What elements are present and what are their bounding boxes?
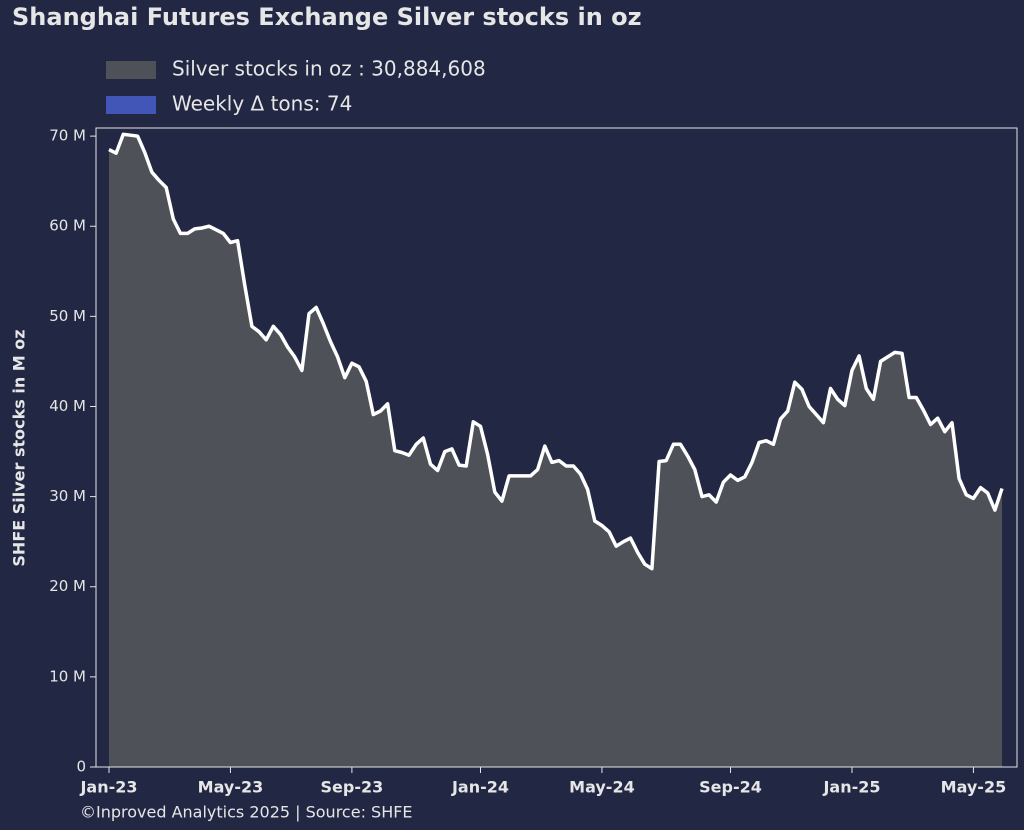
- chart-title: Shanghai Futures Exchange Silver stocks …: [12, 3, 642, 31]
- y-tick-label: 50 M: [49, 307, 86, 325]
- x-tick-label: Jan-25: [822, 778, 880, 797]
- footer: ©Inproved Analytics 2025 | Source: SHFE: [80, 803, 413, 822]
- x-tick-label: Jan-24: [451, 778, 509, 797]
- legend-label: Silver stocks in oz : 30,884,608: [172, 57, 486, 81]
- y-tick-label: 60 M: [49, 217, 86, 235]
- legend-swatch: [106, 96, 156, 114]
- legend-label: Weekly Δ tons: 74: [172, 92, 352, 116]
- y-tick-label: 10 M: [49, 667, 86, 685]
- y-tick-label: 30 M: [49, 487, 86, 505]
- legend-swatch: [106, 61, 156, 79]
- line: [108, 132, 1004, 571]
- area: [109, 134, 1002, 768]
- y-tick-label: 70 M: [49, 127, 86, 145]
- y-axis-label: SHFE Silver stocks in M oz: [10, 329, 29, 566]
- y-tick-label: 20 M: [49, 577, 86, 595]
- x-tick-label: May-24: [569, 778, 635, 797]
- y-tick-label: 0: [76, 758, 86, 776]
- x-tick-label: May-25: [941, 778, 1007, 797]
- x-tick-label: May-23: [198, 778, 264, 797]
- x-tick-label: Jan-23: [79, 778, 137, 797]
- x-tick-label: Sep-24: [699, 778, 762, 797]
- x-tick-label: Sep-23: [321, 778, 384, 797]
- plot-frame: [95, 127, 1018, 768]
- y-tick-label: 40 M: [49, 397, 86, 415]
